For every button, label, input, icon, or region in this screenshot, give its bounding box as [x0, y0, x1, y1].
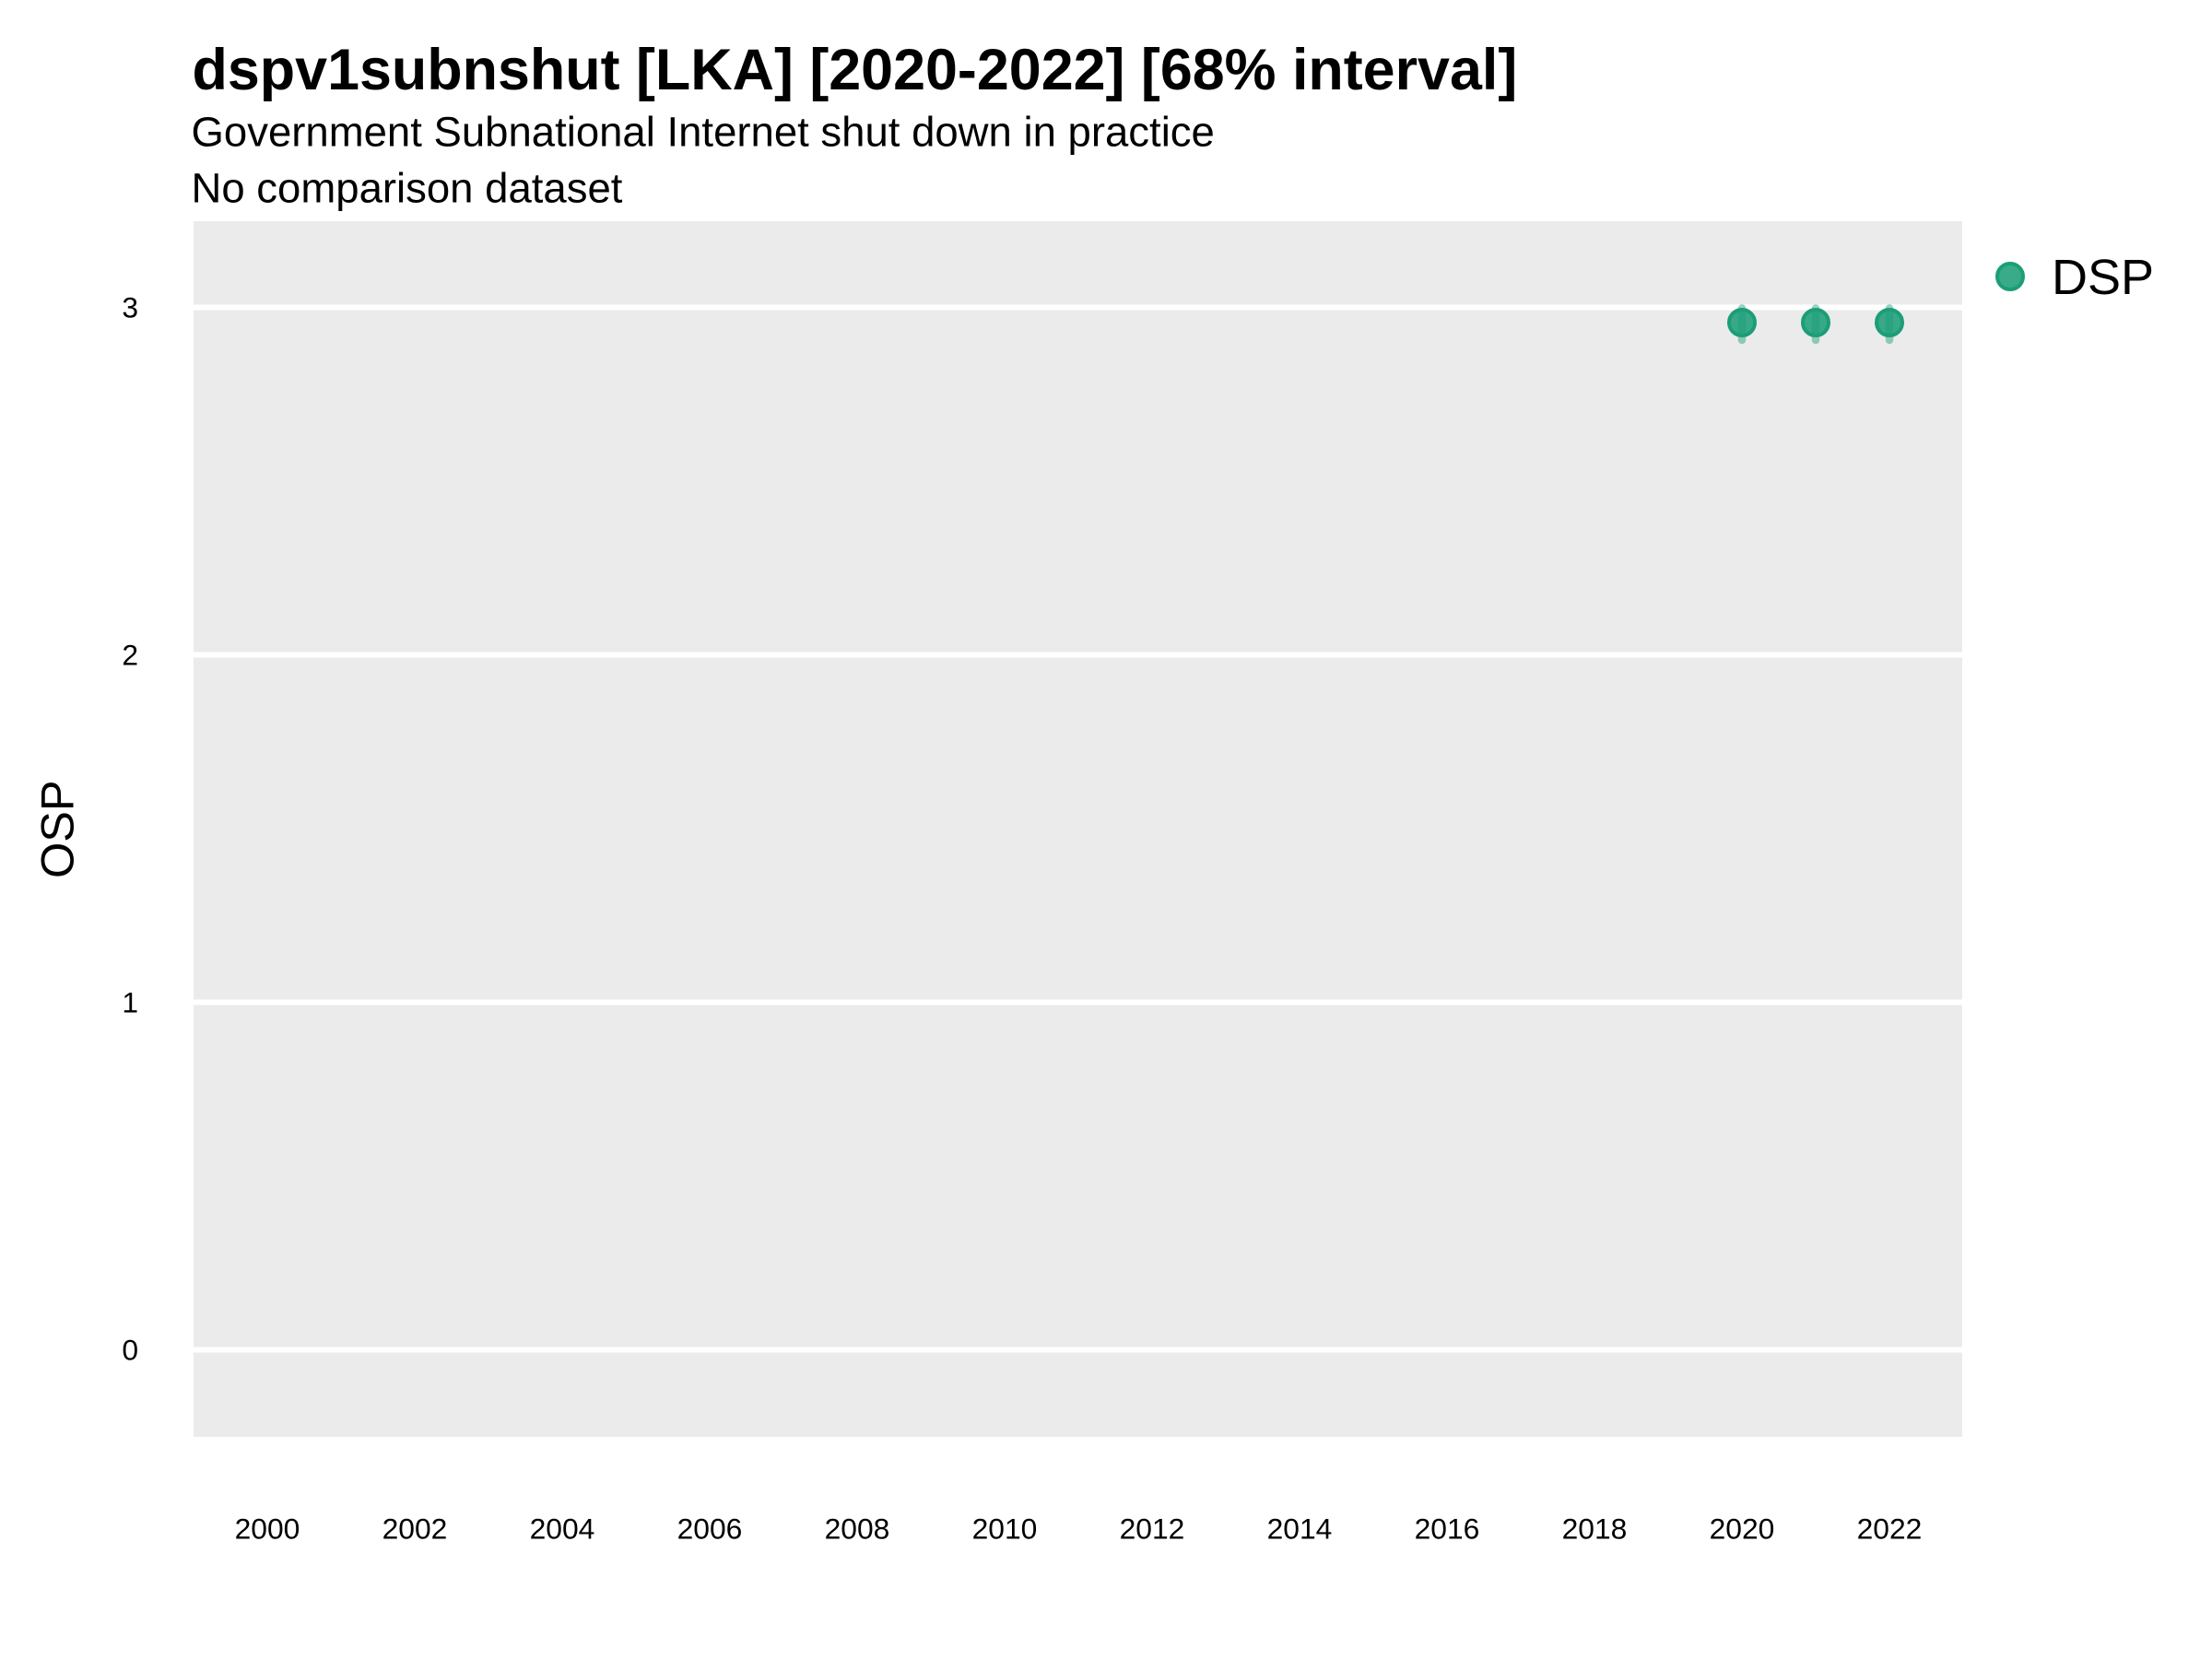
svg-text:2010: 2010: [972, 1512, 1038, 1545]
svg-text:dspv1subnshut [LKA] [2020-2022: dspv1subnshut [LKA] [2020-2022] [68% int…: [193, 38, 1518, 102]
svg-text:OSP: OSP: [31, 780, 84, 878]
svg-text:1: 1: [122, 986, 138, 1019]
svg-text:2004: 2004: [530, 1512, 595, 1545]
svg-text:Government Subnational Interne: Government Subnational Internet shut dow…: [192, 108, 1215, 155]
svg-text:2: 2: [122, 639, 138, 672]
svg-text:No comparison dataset: No comparison dataset: [192, 164, 623, 211]
svg-text:0: 0: [122, 1334, 138, 1367]
svg-text:2016: 2016: [1415, 1512, 1480, 1545]
svg-text:2020: 2020: [1710, 1512, 1775, 1545]
svg-text:2008: 2008: [825, 1512, 890, 1545]
svg-text:2006: 2006: [677, 1512, 743, 1545]
svg-text:2002: 2002: [382, 1512, 448, 1545]
svg-text:3: 3: [122, 291, 138, 324]
svg-text:2018: 2018: [1562, 1512, 1628, 1545]
svg-text:2022: 2022: [1857, 1512, 1923, 1545]
svg-text:2000: 2000: [235, 1512, 300, 1545]
svg-text:2012: 2012: [1120, 1512, 1185, 1545]
svg-text:2014: 2014: [1267, 1512, 1333, 1545]
svg-text:DSP: DSP: [2052, 250, 2154, 305]
